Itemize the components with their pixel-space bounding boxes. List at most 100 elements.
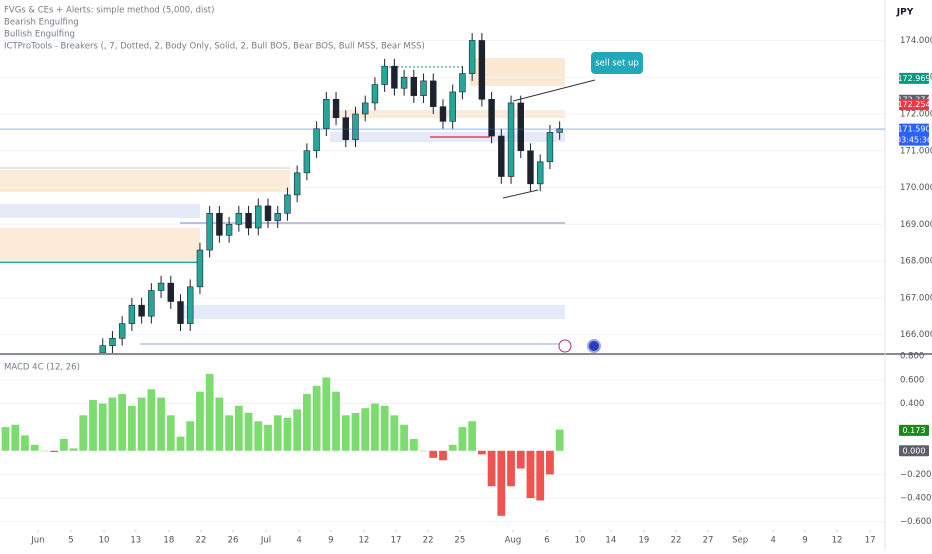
histogram-bar xyxy=(1,427,10,451)
histogram-bar xyxy=(128,405,136,451)
x-tick-label: 17 xyxy=(391,536,402,546)
histogram-bar xyxy=(302,394,311,451)
currency: JPY xyxy=(896,8,914,18)
x-tick-label: 6 xyxy=(544,536,549,546)
x-tick-label: 4 xyxy=(296,536,301,546)
y-tick-label: 172.000 xyxy=(900,109,932,119)
histogram-bar xyxy=(448,444,457,451)
histogram-bar xyxy=(98,403,107,451)
candle-body xyxy=(235,212,243,225)
candle-body xyxy=(507,102,515,177)
x-tick-label: 10 xyxy=(575,536,586,546)
y-tick-label: −0.400 xyxy=(900,494,931,504)
candle-body xyxy=(459,73,466,93)
y-tick-label: 170.000 xyxy=(900,183,932,193)
y-tick-label: 167.000 xyxy=(900,293,932,303)
candle-body xyxy=(371,84,379,104)
y-tick-label: −0.600 xyxy=(900,517,931,527)
histogram-bar xyxy=(468,421,477,451)
x-tick-label: 19 xyxy=(638,536,649,546)
histogram-bar xyxy=(108,397,117,451)
legend-line: FVGs & CEs + Alerts: simple method (5,00… xyxy=(4,6,214,16)
price-badge xyxy=(899,72,929,84)
candle-body xyxy=(177,301,184,324)
histogram-bar xyxy=(50,450,59,452)
price-badge xyxy=(899,99,929,111)
candle-body xyxy=(478,40,486,100)
annotation-text: sell set up xyxy=(595,59,639,69)
histogram-bar xyxy=(371,403,379,451)
x-tick-label: 14 xyxy=(605,536,616,546)
histogram-bar xyxy=(234,405,243,451)
histogram-bar xyxy=(390,415,399,451)
x-tick-label: 13 xyxy=(130,536,141,546)
candle-body xyxy=(293,172,301,196)
countdown: 03:45:36 xyxy=(896,136,932,145)
candles xyxy=(0,33,885,353)
x-tick-label: 22 xyxy=(196,536,207,546)
candle-body xyxy=(361,102,369,115)
x-tick-label: 10 xyxy=(99,536,110,546)
x-tick-label: 22 xyxy=(423,536,434,546)
candle-body xyxy=(118,323,126,339)
histogram-bar xyxy=(487,450,496,487)
y-tick-label: 0.400 xyxy=(900,399,924,409)
histogram-bar xyxy=(254,421,263,451)
histogram-bar xyxy=(526,450,535,499)
y-tick-label: 171.000 xyxy=(900,146,932,156)
x-tick-label: 27 xyxy=(703,536,714,546)
candle-body xyxy=(342,117,349,141)
zones xyxy=(0,58,596,345)
histogram-bar xyxy=(137,397,146,451)
price-badge-label: 172.254 xyxy=(897,100,930,109)
histogram-bar xyxy=(89,399,97,451)
candle-body xyxy=(206,212,213,251)
candle-body xyxy=(216,212,223,236)
x-tick-label: 5 xyxy=(68,536,73,546)
price-badge xyxy=(899,123,929,146)
candle-body xyxy=(468,40,476,74)
x-tick-label: 4 xyxy=(770,536,775,546)
histogram-bar xyxy=(244,412,253,451)
candle-body xyxy=(488,98,495,137)
y-tick-label: 174.000 xyxy=(900,36,932,46)
candle-body xyxy=(167,282,174,302)
candle-body xyxy=(157,282,165,291)
histogram-bar xyxy=(21,435,29,451)
x-tick-label: 12 xyxy=(359,536,370,546)
y-tick-label: 0.800 xyxy=(900,352,924,362)
histogram-bar xyxy=(361,408,370,451)
x-tick-label: 9 xyxy=(802,536,807,546)
histogram-bar xyxy=(429,450,438,458)
histogram-bar xyxy=(264,424,272,451)
legend-line: Bullish Engulfing xyxy=(4,30,75,40)
candle-body xyxy=(255,205,262,229)
histogram-bar xyxy=(157,397,165,451)
candle-body xyxy=(313,128,320,152)
legend-line: ICTProTools - Breakers (, 7, Dotted, 2, … xyxy=(4,42,425,52)
histogram-bar xyxy=(516,450,525,469)
x-tick-label: Aug xyxy=(505,536,522,546)
y-tick-label: 166.000 xyxy=(900,330,932,340)
candle-body xyxy=(439,106,447,122)
histogram-bar xyxy=(439,450,447,461)
candle-body xyxy=(274,212,281,221)
histogram-bar xyxy=(409,438,418,451)
price-badge-label: 172.969 xyxy=(897,74,930,83)
x-tick-label: 22 xyxy=(671,536,682,546)
candle-body xyxy=(303,150,311,174)
histogram-bar xyxy=(341,415,350,451)
x-tick-label: 26 xyxy=(228,536,239,546)
price-badge xyxy=(899,424,929,436)
histogram-bar xyxy=(546,450,554,475)
histogram-bar xyxy=(59,438,68,451)
histogram-bar xyxy=(40,450,49,452)
candle-body xyxy=(99,345,106,353)
histogram-bar xyxy=(380,405,389,451)
price-badge-label: 171.590 xyxy=(897,125,930,134)
histogram-bar xyxy=(312,385,321,451)
candle-body xyxy=(332,98,340,118)
candle-body xyxy=(410,76,418,96)
candle-body xyxy=(352,113,359,141)
